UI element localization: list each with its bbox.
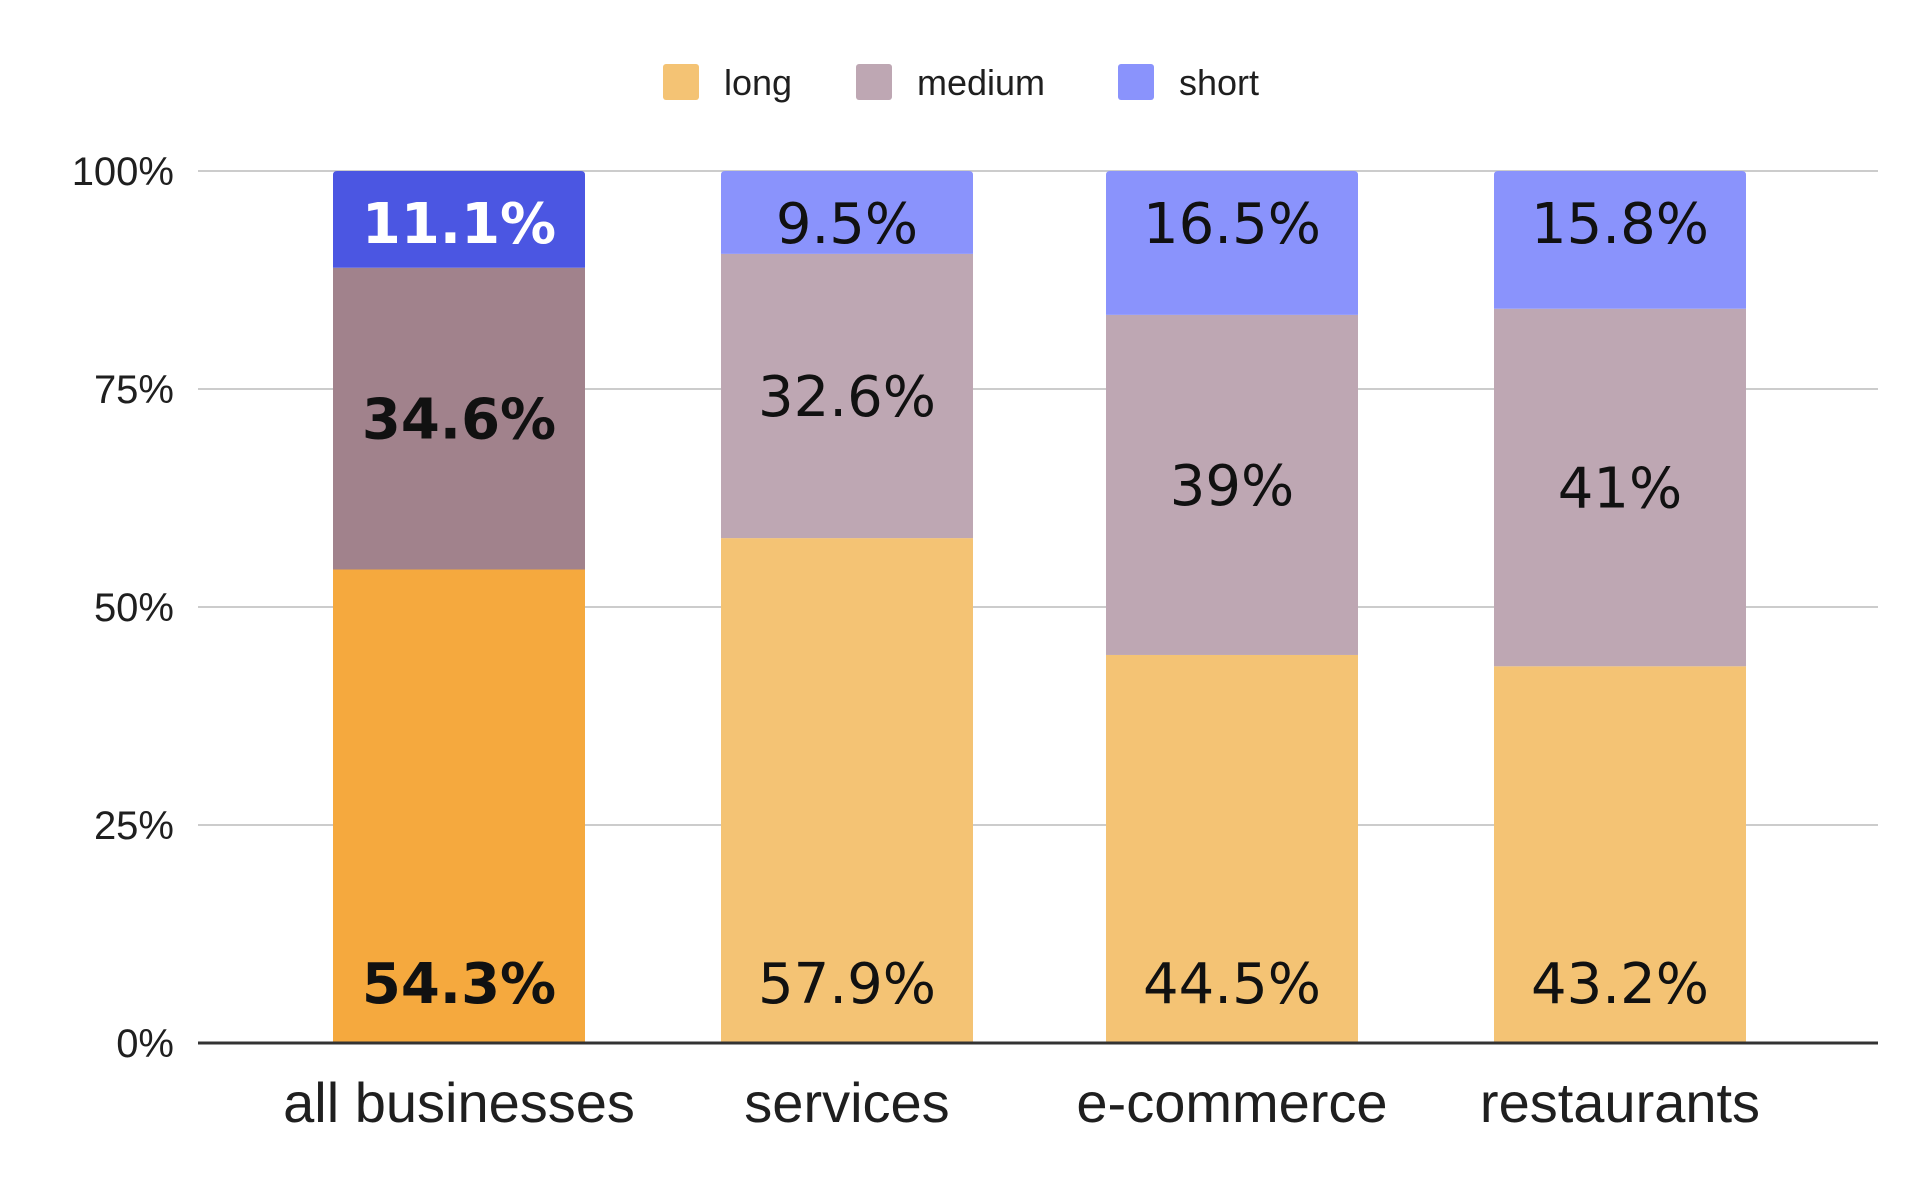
bar-all-businesses-medium bbox=[333, 267, 585, 570]
bar-e-commerce-short bbox=[1106, 171, 1358, 315]
data-labels: 54.3% 34.6% 11.1% 57.9% 32.6% 9.5% 44.5% 39% 16.… bbox=[362, 192, 1709, 1017]
bar-e-commerce-long bbox=[1106, 654, 1358, 1043]
bar-services-medium bbox=[721, 253, 973, 539]
data-label-all-businesses-long: 54.3% bbox=[362, 952, 556, 1017]
legend-swatch-medium bbox=[856, 64, 892, 100]
x-axis: all businesses services e-commerce restaura… bbox=[283, 1071, 1760, 1134]
data-label-all-businesses-short: 11.1% bbox=[362, 192, 556, 257]
legend-swatch-long bbox=[663, 64, 699, 100]
data-label-all-businesses-medium: 34.6% bbox=[362, 388, 556, 453]
data-label-restaurants-medium: 41% bbox=[1558, 457, 1682, 522]
data-label-services-short: 9.5% bbox=[776, 192, 918, 257]
bar-all-businesses-long bbox=[333, 569, 585, 1043]
bar-e-commerce-medium bbox=[1106, 314, 1358, 655]
data-label-e-commerce-medium: 39% bbox=[1170, 454, 1294, 519]
data-label-e-commerce-short: 16.5% bbox=[1143, 192, 1321, 257]
legend-label-short: short bbox=[1179, 62, 1259, 103]
bar-services-short bbox=[721, 171, 973, 254]
legend-swatch-short bbox=[1118, 64, 1154, 100]
bar-restaurants-short bbox=[1494, 171, 1746, 309]
data-label-e-commerce-long: 44.5% bbox=[1143, 952, 1321, 1017]
data-label-restaurants-short: 15.8% bbox=[1531, 192, 1709, 257]
legend-label-medium: medium bbox=[917, 62, 1045, 103]
bar-all-businesses-short bbox=[333, 171, 585, 268]
bar-restaurants-long bbox=[1494, 666, 1746, 1043]
bars bbox=[333, 171, 1746, 1043]
legend-label-long: long bbox=[724, 62, 792, 103]
y-tick-label: 100% bbox=[72, 150, 174, 194]
x-category-label: restaurants bbox=[1480, 1071, 1760, 1134]
data-label-services-long: 57.9% bbox=[758, 952, 936, 1017]
x-category-label: services bbox=[744, 1071, 949, 1134]
y-tick-label: 75% bbox=[94, 368, 174, 412]
y-tick-label: 0% bbox=[116, 1022, 174, 1066]
data-label-restaurants-long: 43.2% bbox=[1531, 952, 1709, 1017]
data-label-services-medium: 32.6% bbox=[758, 365, 936, 430]
y-tick-label: 25% bbox=[94, 804, 174, 848]
y-tick-label: 50% bbox=[94, 586, 174, 630]
x-category-label: all businesses bbox=[283, 1071, 635, 1134]
y-axis: 0% 25% 50% 75% 100% bbox=[72, 150, 174, 1066]
legend: long medium short bbox=[663, 62, 1259, 103]
x-category-label: e-commerce bbox=[1076, 1071, 1387, 1134]
bar-services-long bbox=[721, 538, 973, 1043]
bar-restaurants-medium bbox=[1494, 308, 1746, 667]
